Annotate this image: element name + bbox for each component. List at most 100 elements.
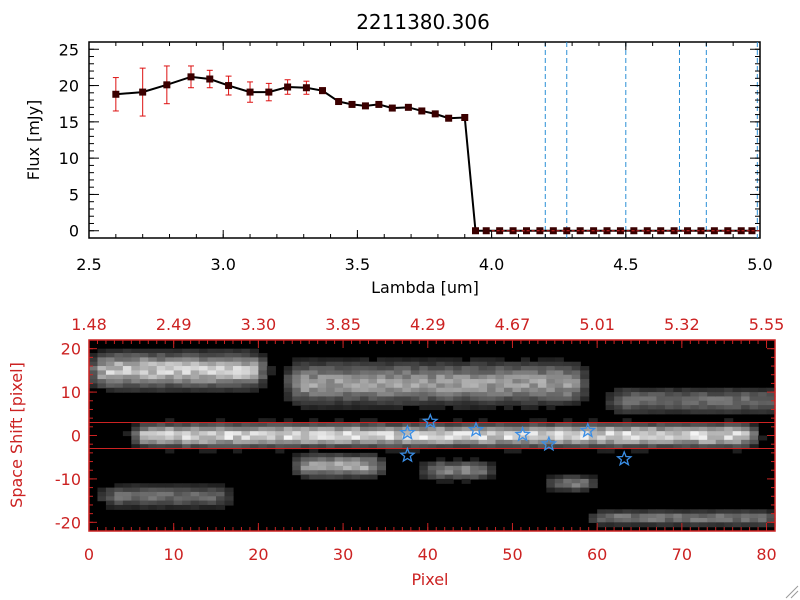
- image-pixel: [724, 522, 734, 528]
- data-point: [737, 227, 745, 235]
- image-pixel: [427, 422, 437, 428]
- image-pixel: [698, 444, 708, 450]
- image-pixel: [300, 465, 310, 471]
- image-pixel: [258, 426, 268, 432]
- image-pixel: [402, 366, 412, 371]
- image-pixel: [173, 496, 183, 502]
- image-pixel: [232, 444, 243, 450]
- image-pixel: [571, 392, 581, 398]
- y-tick-label: 5: [69, 185, 79, 204]
- image-pixel: [190, 374, 200, 380]
- image-pixel: [647, 435, 658, 441]
- image-pixel: [419, 392, 429, 398]
- image-pixel: [741, 400, 751, 406]
- image-pixel: [749, 522, 759, 528]
- image-pixel: [182, 426, 192, 432]
- image-pixel: [546, 431, 556, 437]
- image-pixel: [190, 500, 200, 506]
- image-pixel: [529, 366, 539, 371]
- image-pixel: [360, 366, 370, 371]
- image-pixel: [715, 426, 725, 432]
- image-pixel: [114, 374, 124, 380]
- image-pixel: [393, 383, 403, 389]
- image-pixel: [266, 435, 276, 441]
- image-pixel: [224, 370, 234, 376]
- image-pixel: [317, 361, 327, 367]
- image-pixel: [97, 374, 107, 380]
- image-pixel: [343, 383, 353, 389]
- image-pixel: [343, 370, 353, 376]
- image-pixel: [317, 439, 327, 445]
- image-pixel: [580, 483, 590, 489]
- image-pixel: [698, 435, 708, 441]
- image-pixel: [741, 509, 751, 515]
- image-pixel: [470, 370, 480, 376]
- data-point: [536, 227, 544, 235]
- image-pixel: [190, 348, 200, 354]
- image-pixel: [554, 444, 564, 450]
- image-pixel: [563, 370, 573, 376]
- image-pixel: [139, 491, 149, 497]
- image-pixel: [283, 418, 293, 424]
- image-pixel: [300, 439, 310, 445]
- image-pixel: [631, 426, 641, 432]
- image-pixel: [105, 366, 116, 371]
- image-pixel: [148, 444, 158, 450]
- image-pixel: [182, 439, 192, 445]
- image-pixel: [216, 387, 226, 393]
- image-pixel: [622, 400, 632, 406]
- resize-grip-icon[interactable]: [785, 585, 799, 599]
- image-pixel: [249, 370, 259, 376]
- image-pixel: [605, 396, 615, 402]
- image-pixel: [105, 500, 116, 506]
- image-pixel: [309, 448, 319, 454]
- image-pixel: [647, 392, 658, 398]
- top-xlabel: Lambda [um]: [371, 278, 479, 297]
- image-pixel: [622, 409, 632, 415]
- image-pixel: [402, 396, 412, 402]
- image-pixel: [224, 379, 234, 385]
- image-pixel: [656, 431, 666, 437]
- top-axis-tick-label: 1.48: [71, 315, 107, 334]
- image-pixel: [690, 517, 700, 523]
- image-pixel: [563, 392, 573, 398]
- star-marker: [540, 435, 558, 452]
- image-pixel: [410, 400, 420, 406]
- image-pixel: [385, 396, 395, 402]
- image-pixel: [656, 435, 666, 441]
- image-pixel: [707, 513, 717, 519]
- image-pixel: [114, 496, 124, 502]
- image-pixel: [631, 517, 641, 523]
- data-point: [187, 73, 195, 81]
- image-pixel: [241, 383, 251, 389]
- image-pixel: [351, 361, 361, 367]
- image-pixel: [546, 361, 556, 367]
- image-pixel: [173, 444, 183, 450]
- x-tick-label: 60: [587, 545, 607, 564]
- image-pixel: [368, 435, 378, 441]
- image-pixel: [376, 379, 387, 385]
- image-pixel: [393, 361, 403, 367]
- image-pixel: [360, 470, 370, 476]
- image-pixel: [503, 439, 514, 445]
- image-pixel: [571, 474, 581, 480]
- image-pixel: [224, 431, 234, 437]
- spectral-image-panel: 0 10 20 30 40 50 60 70 801.48 2.49 3.30 3.85 4.29 4.6…: [7, 315, 784, 589]
- data-point: [388, 104, 396, 112]
- image-pixel: [571, 439, 581, 445]
- image-pixel: [470, 387, 480, 393]
- image-pixel: [605, 392, 615, 398]
- image-pixel: [631, 396, 641, 402]
- image-pixel: [292, 461, 302, 467]
- image-pixel: [546, 487, 556, 493]
- image-pixel: [453, 357, 463, 363]
- image-pixel: [427, 374, 437, 380]
- flux-error-bars: [112, 65, 468, 121]
- image-pixel: [732, 431, 742, 437]
- image-pixel: [283, 396, 293, 402]
- image-pixel: [300, 361, 310, 367]
- image-pixel: [122, 383, 132, 389]
- image-pixel: [724, 431, 734, 437]
- image-pixel: [453, 387, 463, 393]
- image-pixel: [309, 426, 319, 432]
